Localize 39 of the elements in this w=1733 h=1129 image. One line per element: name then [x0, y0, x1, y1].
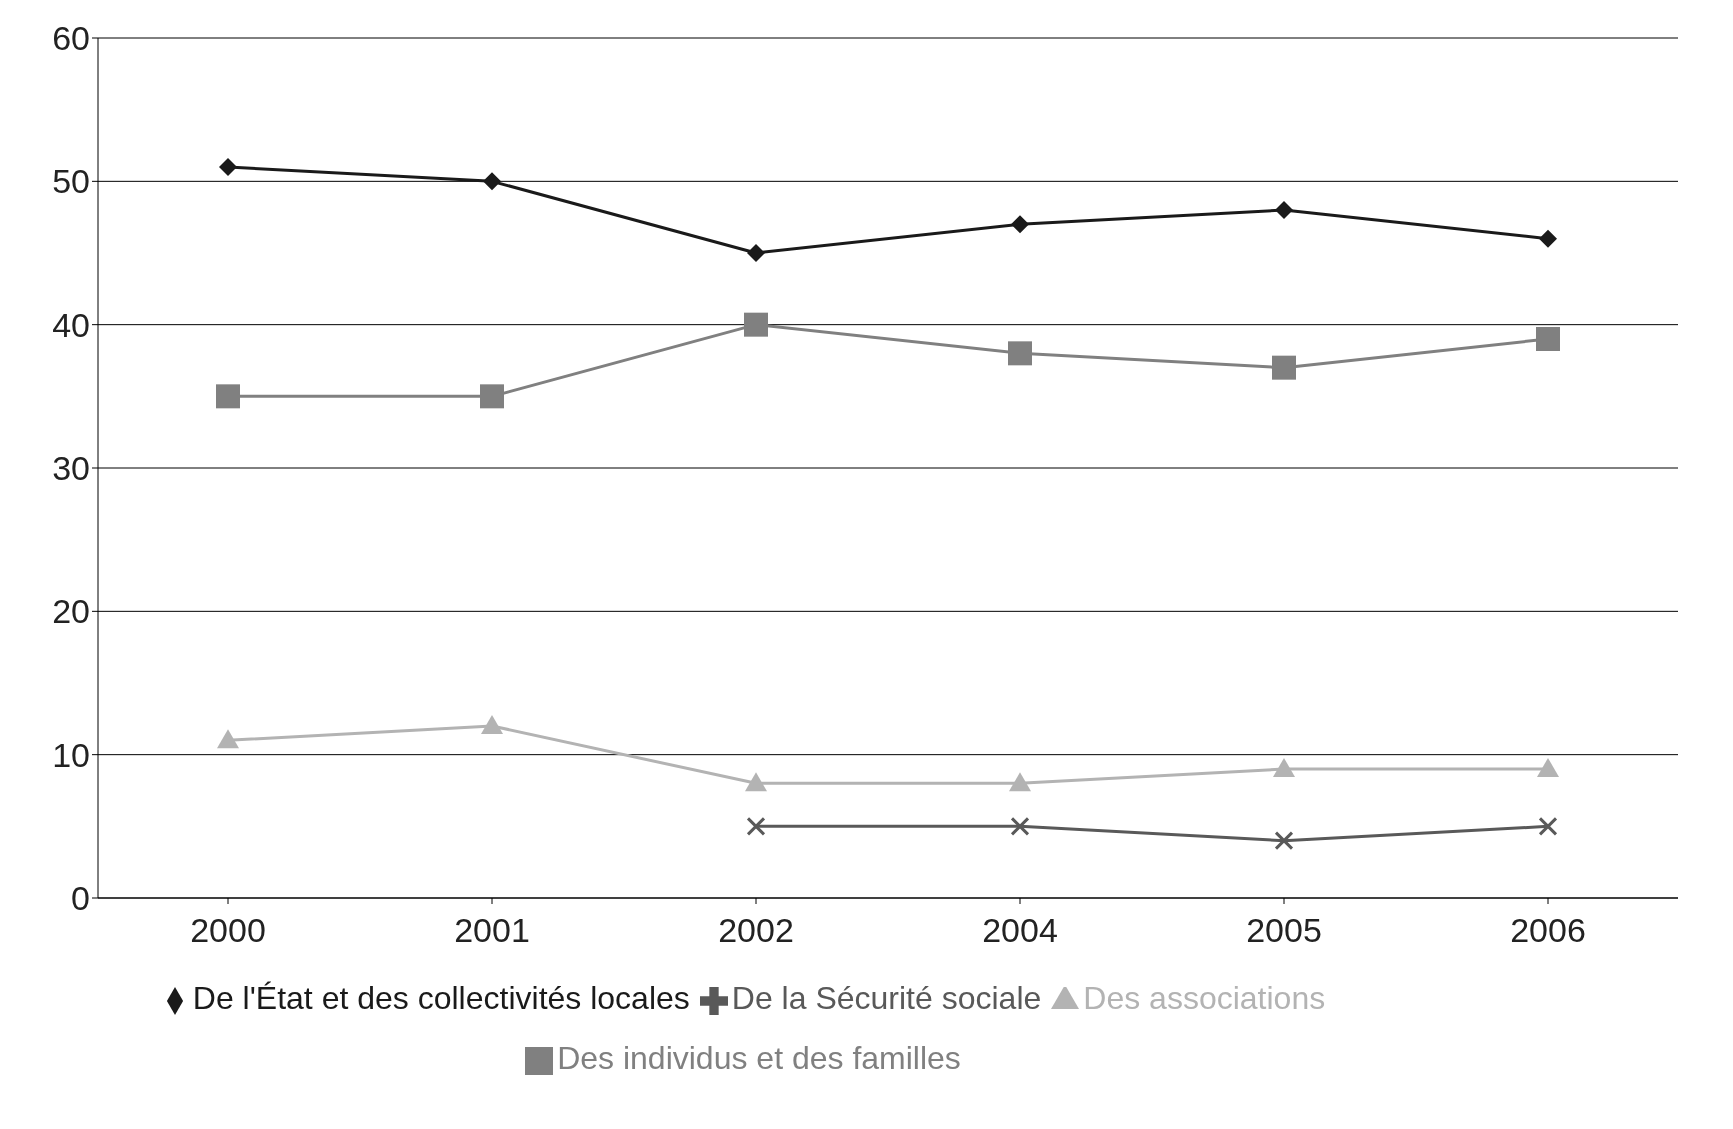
- point: [1273, 758, 1295, 777]
- point: [219, 158, 237, 176]
- legend-label: De l'État et des collectivités locales: [192, 980, 690, 1016]
- point: [746, 816, 766, 836]
- point: [480, 384, 504, 409]
- x-tick-label: 2005: [1246, 911, 1322, 950]
- point: [744, 312, 768, 337]
- x-tick-label: 2004: [982, 911, 1058, 950]
- legend-label: Des associations: [1083, 980, 1326, 1016]
- point: [1275, 201, 1293, 219]
- point: [481, 715, 503, 734]
- point: [483, 172, 501, 191]
- y-tick-label: 50: [52, 162, 90, 201]
- y-tick-label: 60: [52, 19, 90, 58]
- point: [1008, 341, 1032, 366]
- x-tick-label: 2001: [454, 911, 530, 950]
- point: [217, 729, 239, 749]
- point: [1272, 355, 1296, 380]
- y-tick-label: 40: [52, 305, 90, 344]
- x-tick-label: 2000: [190, 911, 266, 950]
- legend-label: De la Sécurité sociale: [731, 980, 1042, 1016]
- y-tick-label: 10: [52, 735, 90, 774]
- point: [1537, 758, 1559, 777]
- point: [745, 772, 767, 792]
- point: [1536, 327, 1560, 351]
- point: [1539, 229, 1557, 248]
- y-tick-label: 30: [52, 449, 90, 488]
- point: [1011, 215, 1029, 234]
- x-tick-label: 2002: [718, 911, 794, 950]
- x-tick-label: 2006: [1510, 911, 1586, 950]
- point: [216, 384, 240, 409]
- legend-label: Des individus et des familles: [557, 1040, 961, 1076]
- point: [1538, 816, 1558, 836]
- point: [1009, 772, 1031, 792]
- point: [1274, 831, 1294, 851]
- point: [747, 244, 765, 262]
- y-tick-label: 20: [52, 592, 90, 631]
- point: [1010, 816, 1030, 836]
- y-tick-label: 0: [71, 879, 90, 918]
